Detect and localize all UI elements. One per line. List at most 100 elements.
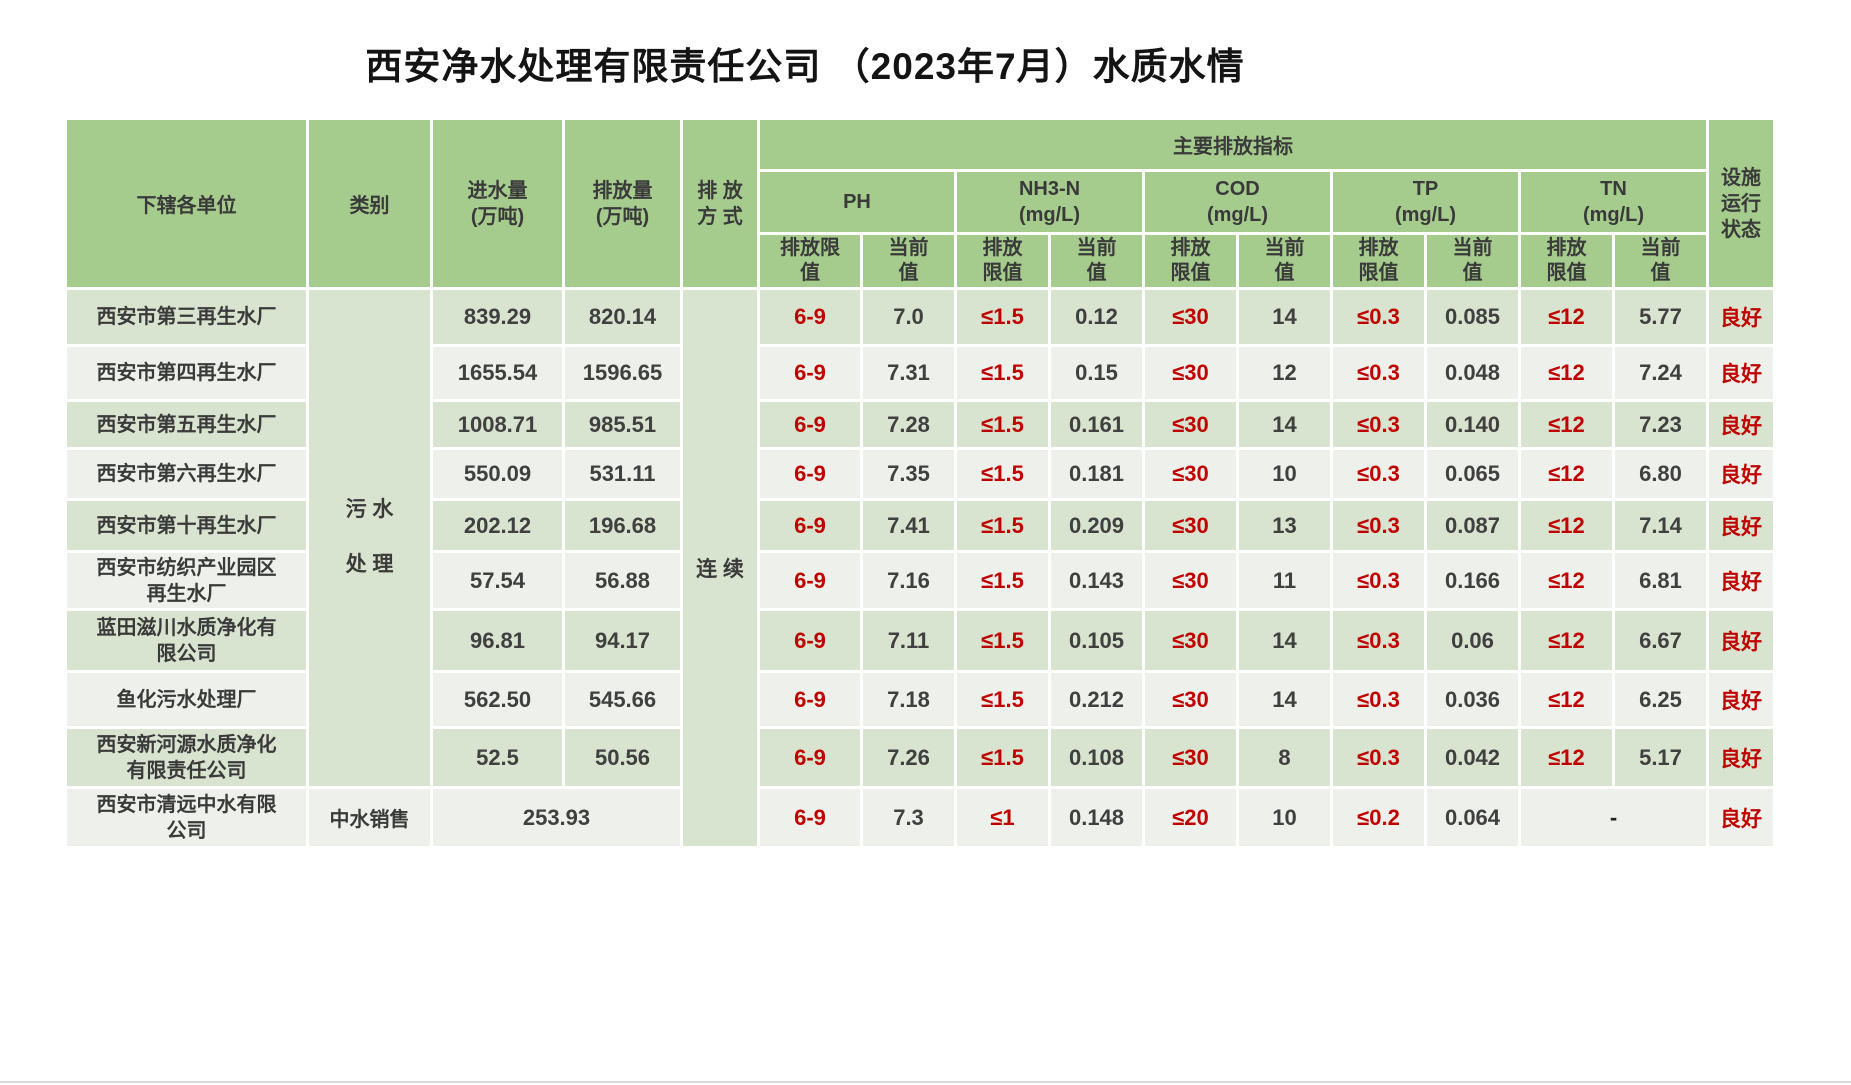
limit-value-cell: ≤12 [1518, 344, 1615, 402]
current-value-cell: 5.77 [1612, 287, 1709, 347]
inflow-value-cell: 1655.54 [430, 344, 565, 402]
current-value-cell: 0.209 [1048, 498, 1145, 553]
current-value-cell: 0.085 [1424, 287, 1521, 347]
current-value-cell: 6.67 [1612, 608, 1709, 673]
water-quality-table: 下辖各单位 类别 进水量 (万吨) 排放量 (万吨) 排 放 方 式主要排放指标 设施 运… [64, 117, 1776, 849]
current-value-cell: 7.18 [860, 670, 957, 729]
limit-value-cell: ≤30 [1142, 550, 1239, 611]
col-header-category: 类别 [306, 117, 433, 290]
tn-merged-dash-cell: - [1518, 786, 1709, 849]
limit-value-cell: ≤0.3 [1330, 550, 1427, 611]
current-value-cell: 0.064 [1424, 786, 1521, 849]
table-row: 西安市第六再生水厂 550.09 531.11 6-9 7.35 ≤1.5 0.181 ≤30… [64, 447, 1776, 501]
unit-name-cell: 西安市第四再生水厂 [64, 344, 309, 402]
status-cell: 良好 [1706, 786, 1776, 849]
indicator-header-1: NH3-N (mg/L) [954, 169, 1145, 235]
limit-value-cell: ≤1.5 [954, 399, 1051, 450]
table-row: 西安市第十再生水厂 202.12 196.68 6-9 7.41 ≤1.5 0.209 ≤30… [64, 498, 1776, 553]
current-value-cell: 0.105 [1048, 608, 1145, 673]
indicator-header-3: TP (mg/L) [1330, 169, 1521, 235]
current-value-cell: 0.140 [1424, 399, 1521, 450]
limit-value-cell: ≤0.3 [1330, 287, 1427, 347]
limit-value-cell: ≤12 [1518, 498, 1615, 553]
indicator-header-0: PH [757, 169, 957, 235]
limit-value-cell: ≤30 [1142, 447, 1239, 501]
current-value-cell: 0.12 [1048, 287, 1145, 347]
bottom-divider [0, 1081, 1851, 1083]
limit-value-cell: ≤0.2 [1330, 786, 1427, 849]
unit-name-cell: 西安市第五再生水厂 [64, 399, 309, 450]
status-cell: 良好 [1706, 608, 1776, 673]
current-value-cell: 0.15 [1048, 344, 1145, 402]
discharge-value-cell: 50.56 [562, 726, 683, 789]
discharge-value-cell: 820.14 [562, 287, 683, 347]
col-header-discharge: 排放量 (万吨) [562, 117, 683, 290]
current-value-cell: 0.181 [1048, 447, 1145, 501]
limit-value-cell: ≤0.3 [1330, 447, 1427, 501]
current-value-cell: 0.087 [1424, 498, 1521, 553]
unit-name-cell: 西安市清远中水有限 公司 [64, 786, 309, 849]
status-cell: 良好 [1706, 287, 1776, 347]
limit-value-cell: 6-9 [757, 608, 863, 673]
table-row: 西安新河源水质净化 有限责任公司 52.5 50.56 6-9 7.26 ≤1.5 0.10… [64, 726, 1776, 789]
discharge-value-cell: 531.11 [562, 447, 683, 501]
current-value-cell: 7.14 [1612, 498, 1709, 553]
limit-value-cell: ≤0.3 [1330, 399, 1427, 450]
current-value-cell: 6.25 [1612, 670, 1709, 729]
current-value-cell: 6.81 [1612, 550, 1709, 611]
col-header-inflow: 进水量 (万吨) [430, 117, 565, 290]
discharge-value-cell: 985.51 [562, 399, 683, 450]
current-value-cell: 0.042 [1424, 726, 1521, 789]
limit-value-cell: ≤0.3 [1330, 498, 1427, 553]
limit-value-cell: ≤30 [1142, 670, 1239, 729]
inflow-value-cell: 52.5 [430, 726, 565, 789]
current-value-cell: 0.06 [1424, 608, 1521, 673]
unit-name-cell: 西安市第六再生水厂 [64, 447, 309, 501]
current-value-cell: 0.048 [1424, 344, 1521, 402]
current-value-cell: 7.24 [1612, 344, 1709, 402]
limit-value-cell: ≤30 [1142, 344, 1239, 402]
col-header-main-indicators: 主要排放指标 [757, 117, 1709, 172]
status-cell: 良好 [1706, 670, 1776, 729]
current-value-cell: 14 [1236, 287, 1333, 347]
current-value-cell: 7.26 [860, 726, 957, 789]
indicator-header-2: COD (mg/L) [1142, 169, 1333, 235]
current-value-cell: 12 [1236, 344, 1333, 402]
limit-value-cell: 6-9 [757, 670, 863, 729]
limit-value-cell: ≤12 [1518, 287, 1615, 347]
current-value-cell: 7.41 [860, 498, 957, 553]
limit-value-cell: ≤30 [1142, 399, 1239, 450]
current-value-cell: 10 [1236, 447, 1333, 501]
limit-value-cell: 6-9 [757, 447, 863, 501]
limit-value-cell: ≤1.5 [954, 608, 1051, 673]
unit-name-cell: 鱼化污水处理厂 [64, 670, 309, 729]
current-label-cell: 当前 值 [1612, 232, 1709, 290]
unit-name-cell: 蓝田滋川水质净化有 限公司 [64, 608, 309, 673]
current-label-cell: 当前 值 [1424, 232, 1521, 290]
table-row: 西安市第四再生水厂 1655.54 1596.65 6-9 7.31 ≤1.5 0.15 ≤3… [64, 344, 1776, 402]
status-cell: 良好 [1706, 498, 1776, 553]
limit-value-cell: ≤30 [1142, 287, 1239, 347]
table-row: 蓝田滋川水质净化有 限公司 96.81 94.17 6-9 7.11 ≤1.5 0.105 ≤… [64, 608, 1776, 673]
limit-value-cell: ≤12 [1518, 726, 1615, 789]
current-value-cell: 0.143 [1048, 550, 1145, 611]
current-value-cell: 0.166 [1424, 550, 1521, 611]
limit-value-cell: ≤0.3 [1330, 608, 1427, 673]
status-cell: 良好 [1706, 447, 1776, 501]
current-value-cell: 7.3 [860, 786, 957, 849]
limit-value-cell: ≤20 [1142, 786, 1239, 849]
limit-label-cell: 排放 限值 [1330, 232, 1427, 290]
current-value-cell: 7.35 [860, 447, 957, 501]
limit-value-cell: ≤0.3 [1330, 670, 1427, 729]
status-cell: 良好 [1706, 344, 1776, 402]
inflow-value-cell: 96.81 [430, 608, 565, 673]
report-title: 西安净水处理有限责任公司 （2023年7月）水质水情 [365, 46, 1245, 87]
current-value-cell: 7.23 [1612, 399, 1709, 450]
inflow-value-cell: 562.50 [430, 670, 565, 729]
limit-value-cell: 6-9 [757, 344, 863, 402]
limit-value-cell: 6-9 [757, 726, 863, 789]
merged-volume-cell: 253.93 [430, 786, 683, 849]
limit-value-cell: ≤12 [1518, 399, 1615, 450]
inflow-value-cell: 1008.71 [430, 399, 565, 450]
current-value-cell: 5.17 [1612, 726, 1709, 789]
